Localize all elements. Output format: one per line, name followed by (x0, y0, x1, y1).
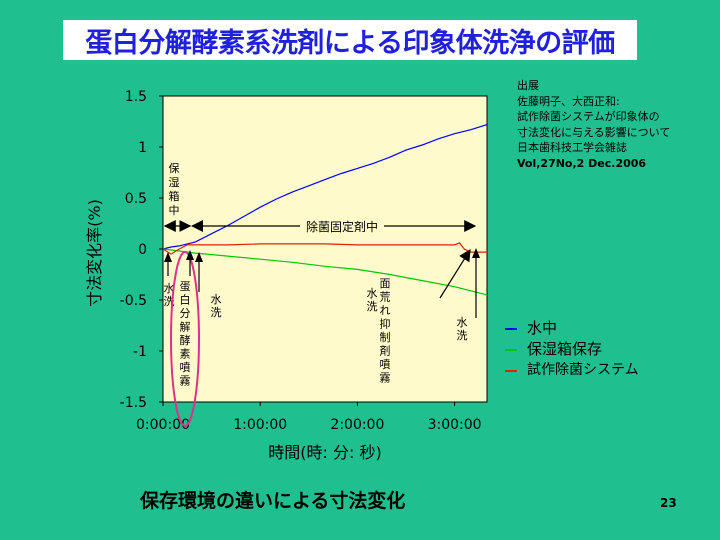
legend-label: 保湿箱保存 (527, 340, 603, 358)
legend-swatch (505, 327, 517, 330)
y-tick-label: -0.5 (120, 293, 147, 309)
arrow-label-wash-2-char: 水 (211, 293, 222, 306)
y-tick-label: 1.5 (125, 89, 147, 105)
y-tick-label: -1 (133, 344, 147, 360)
source-line: 試作除菌システムが印象体の (517, 110, 660, 123)
y-tick-label: 0 (138, 242, 147, 258)
arrow-label-surface-spray-char: 抑 (380, 317, 391, 331)
x-tick-label: 2:00:00 (330, 417, 384, 433)
humid-box-label-char: 保 (169, 161, 180, 175)
arrow-label-wash-4-char: 洗 (457, 329, 468, 342)
series-line-1 (162, 124, 488, 250)
humid-box-label-char: 中 (169, 204, 180, 217)
humid-box-label-char: 箱 (169, 189, 180, 203)
arrow-label-wash-1-char: 水 (164, 282, 175, 295)
y-axis-title: 寸法変化率(%) (85, 199, 104, 307)
arrow-label-enzyme-spray-char: 白 (180, 293, 191, 307)
highlight-ellipse (170, 251, 200, 427)
arrow-label-enzyme-spray-char: 蛋 (180, 280, 191, 293)
plot-area (162, 95, 488, 403)
chart-legend: 水中保湿箱保存試作除菌システム (505, 318, 639, 381)
annotation-arrowhead (164, 252, 172, 262)
source-line: 寸法変化に与える影響について (517, 125, 671, 139)
arrow-label-enzyme-spray-char: 素 (180, 348, 191, 361)
arrow-label-wash-4: 水洗 (457, 316, 468, 342)
series-line-3 (162, 242, 487, 255)
span-label: 除菌固定剤中 (306, 219, 378, 234)
arrow-label-wash-4-char: 水 (457, 316, 468, 329)
arrow-label-surface-spray-char: 制 (380, 331, 391, 344)
annotation-arrowhead (186, 250, 194, 260)
slide-caption: 保存環境の違いによる寸法変化 (140, 490, 406, 512)
page-number: 23 (660, 496, 677, 510)
slide-title-box: 蛋白分解酵素系洗剤による印象体洗浄の評価 (63, 20, 637, 60)
arrow-label-surface-spray-char: 噴 (380, 358, 391, 371)
arrow-label-enzyme-spray-char: 噴 (180, 361, 191, 374)
y-tick-label: 1 (138, 140, 147, 156)
arrow-label-wash-3-char: 洗 (367, 300, 378, 313)
source-volume: Vol,27No,2 Dec.2006 (517, 156, 647, 170)
arrow-label-enzyme-spray-char: 分 (180, 307, 191, 320)
y-tick-label: 0.5 (125, 191, 147, 207)
source-citation: 出展 佐藤明子、大西正和: 試作除菌システムが印象体の 寸法変化に与える影響につ… (517, 78, 717, 171)
span-label-bg (300, 217, 384, 235)
arrow-label-wash-1: 水洗 (164, 282, 175, 308)
source-line: 佐藤明子、大西正和: (517, 94, 620, 108)
arrow-label-enzyme-spray-char: 解 (180, 320, 191, 334)
annotation-arrow-diag (439, 248, 471, 299)
annotation-arrowhead (195, 252, 203, 262)
x-axis-title: 時間(時: 分: 秒) (268, 443, 381, 462)
series-line-2 (162, 248, 488, 296)
arrow-label-surface-spray-char: れ (380, 304, 391, 317)
legend-item: 水中 (505, 318, 639, 339)
legend-item: 保湿箱保存 (505, 339, 639, 360)
legend-label: 試作除菌システム (527, 362, 639, 378)
slide-title: 蛋白分解酵素系洗剤による印象体洗浄の評価 (85, 27, 615, 59)
arrow-label-surface-spray-char: 面 (380, 277, 391, 290)
y-tick-label: -1.5 (120, 395, 147, 411)
legend-label: 水中 (527, 319, 558, 337)
humid-box-label-char: 湿 (169, 176, 180, 189)
arrow-label-wash-2: 水洗 (211, 293, 222, 319)
legend-swatch (505, 348, 517, 351)
x-tick-label: 1:00:00 (233, 417, 287, 433)
annotation-arrowhead (472, 248, 480, 258)
arrow-label-wash-3-char: 水 (367, 287, 378, 300)
vertical-label-bg (167, 160, 181, 216)
arrow-label-wash-3: 水洗 (367, 287, 378, 313)
arrow-label-surface-spray-char: 剤 (380, 344, 391, 358)
legend-swatch (505, 369, 517, 372)
arrow-label-surface-spray-char: 荒 (380, 291, 391, 304)
arrow-label-wash-1-char: 洗 (164, 295, 175, 308)
arrow-label-enzyme-spray-char: 酵 (180, 334, 191, 347)
arrow-label-surface-spray-char: 霧 (380, 372, 391, 385)
source-line: 日本歯科技工学会雑誌 (517, 141, 627, 154)
x-tick-label: 3:00:00 (428, 417, 482, 433)
arrow-label-wash-2-char: 洗 (211, 306, 222, 319)
x-tick-label: 0:00:00 (136, 417, 190, 433)
arrow-label-enzyme-spray-char: 霧 (180, 375, 191, 388)
source-line: 出展 (517, 79, 539, 92)
legend-item: 試作除菌システム (505, 360, 639, 381)
